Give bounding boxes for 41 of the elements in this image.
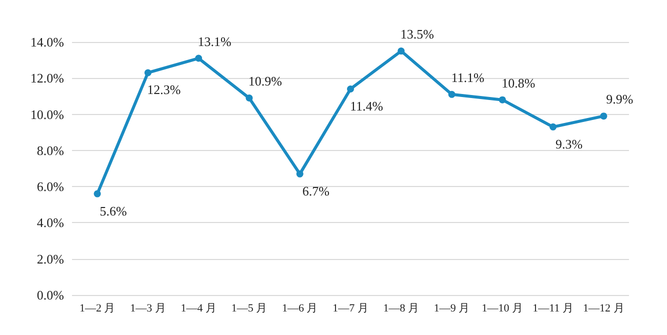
y-tick-label: 10.0% [30, 106, 64, 122]
point [296, 170, 304, 178]
x-tick-label: 1—6 月 [282, 302, 318, 314]
data-label: 9.3% [556, 136, 583, 152]
point [246, 94, 253, 102]
point [195, 54, 202, 62]
x-tick-label: 1—9 月 [434, 302, 470, 314]
y-tick-label: 12.0% [30, 70, 64, 86]
data-label: 13.5% [400, 26, 434, 42]
point [398, 48, 405, 55]
data-label: 11.1% [451, 70, 484, 85]
data-label: 6.7% [302, 183, 330, 198]
point [94, 190, 101, 198]
data-label: 9.9% [606, 92, 634, 107]
point [448, 90, 456, 98]
data-label: 11.4% [350, 98, 384, 114]
y-tick-label: 6.0% [36, 179, 64, 194]
point [550, 123, 557, 130]
y-tick-label: 4.0% [36, 215, 64, 230]
x-tick-label: 1—11 月 [532, 302, 574, 314]
data-label: 10.8% [502, 75, 536, 90]
y-tick-label: 2.0% [36, 251, 64, 266]
point [498, 96, 506, 104]
y-tick-label: 8.0% [36, 142, 64, 158]
x-tick-label: 1—2 月 [79, 302, 116, 314]
x-tick-label: 1—8 月 [383, 302, 420, 314]
y-tick-label: 0.0% [36, 288, 64, 302]
point [347, 85, 354, 92]
x-tick-label: 1—3 月 [130, 302, 166, 314]
data-label: 5.6% [100, 203, 128, 218]
x-tick-label: 1—5 月 [231, 302, 268, 314]
x-tick-label: 1—10 月 [482, 302, 524, 314]
y-tick-label: 14.0% [30, 34, 64, 50]
point [144, 69, 152, 76]
point [600, 112, 608, 120]
x-tick-label: 1—4 月 [180, 302, 216, 314]
x-tick-label: 1—12 月 [583, 302, 624, 314]
data-label: 12.3% [147, 82, 181, 98]
x-tick-label: 1—7 月 [332, 302, 368, 314]
data-label: 13.1% [198, 34, 232, 49]
data-label: 10.9% [248, 74, 282, 89]
